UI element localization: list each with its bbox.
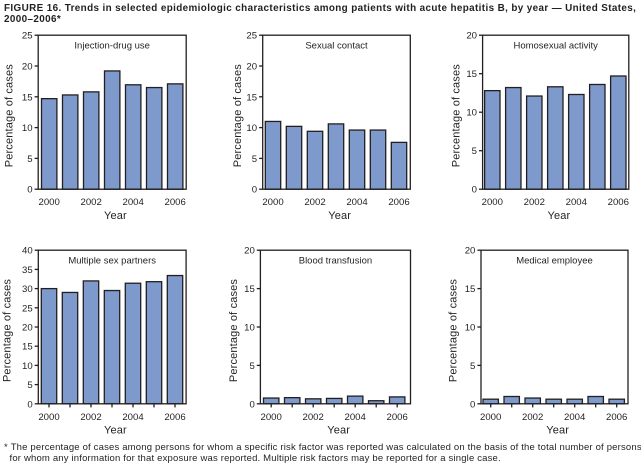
svg-text:2002: 2002 bbox=[303, 412, 324, 423]
svg-text:15: 15 bbox=[466, 69, 477, 80]
svg-text:Year: Year bbox=[104, 425, 127, 437]
svg-text:35: 35 bbox=[22, 265, 33, 276]
svg-text:Percentage of cases: Percentage of cases bbox=[228, 279, 240, 382]
svg-text:25: 25 bbox=[22, 303, 33, 314]
svg-text:10: 10 bbox=[246, 123, 257, 134]
svg-text:20: 20 bbox=[465, 246, 476, 257]
svg-text:0: 0 bbox=[27, 185, 32, 196]
svg-text:2000: 2000 bbox=[262, 197, 283, 208]
svg-text:0: 0 bbox=[470, 399, 475, 410]
svg-text:2006: 2006 bbox=[608, 197, 629, 208]
svg-text:20: 20 bbox=[22, 323, 33, 334]
svg-text:40: 40 bbox=[22, 246, 33, 257]
svg-text:20: 20 bbox=[246, 62, 257, 73]
svg-text:5: 5 bbox=[252, 154, 257, 165]
svg-text:15: 15 bbox=[22, 342, 33, 353]
svg-text:Percentage of cases: Percentage of cases bbox=[1, 279, 13, 382]
svg-text:2002: 2002 bbox=[522, 412, 543, 423]
svg-text:2004: 2004 bbox=[345, 412, 367, 423]
svg-text:10: 10 bbox=[244, 323, 255, 334]
svg-text:2004: 2004 bbox=[564, 412, 586, 423]
svg-text:2000: 2000 bbox=[261, 412, 282, 423]
svg-text:10: 10 bbox=[22, 123, 33, 134]
svg-text:10: 10 bbox=[465, 323, 476, 334]
svg-text:Blood transfusion: Blood transfusion bbox=[299, 256, 372, 267]
svg-text:25: 25 bbox=[246, 31, 257, 42]
svg-text:2006: 2006 bbox=[387, 412, 408, 423]
svg-text:2006: 2006 bbox=[165, 197, 186, 208]
svg-text:2002: 2002 bbox=[80, 412, 101, 423]
svg-text:2002: 2002 bbox=[524, 197, 545, 208]
svg-text:10: 10 bbox=[22, 361, 33, 372]
svg-text:Multiple sex partners: Multiple sex partners bbox=[68, 256, 156, 267]
svg-text:Year: Year bbox=[546, 425, 569, 437]
svg-text:0: 0 bbox=[249, 399, 254, 410]
svg-text:15: 15 bbox=[465, 284, 476, 295]
svg-text:Medical employee: Medical employee bbox=[516, 256, 593, 267]
svg-text:15: 15 bbox=[246, 92, 257, 103]
svg-text:Percentage of cases: Percentage of cases bbox=[448, 279, 460, 382]
svg-text:0: 0 bbox=[27, 399, 32, 410]
svg-text:2006: 2006 bbox=[164, 412, 185, 423]
svg-text:15: 15 bbox=[244, 284, 255, 295]
svg-text:2006: 2006 bbox=[606, 412, 627, 423]
svg-text:2004: 2004 bbox=[123, 197, 145, 208]
svg-text:5: 5 bbox=[472, 146, 477, 157]
svg-text:Homosexual activity: Homosexual activity bbox=[513, 41, 598, 52]
svg-text:Year: Year bbox=[328, 210, 351, 222]
svg-text:0: 0 bbox=[252, 185, 257, 196]
svg-text:Year: Year bbox=[104, 210, 127, 222]
svg-text:Injection-drug use: Injection-drug use bbox=[74, 41, 150, 52]
svg-text:2000: 2000 bbox=[38, 412, 59, 423]
svg-text:5: 5 bbox=[470, 361, 475, 372]
svg-text:Sexual contact: Sexual contact bbox=[305, 41, 368, 52]
svg-text:2004: 2004 bbox=[346, 197, 368, 208]
svg-text:20: 20 bbox=[22, 62, 33, 73]
svg-text:2004: 2004 bbox=[566, 197, 588, 208]
svg-text:20: 20 bbox=[466, 31, 477, 42]
svg-text:0: 0 bbox=[472, 185, 477, 196]
svg-text:2006: 2006 bbox=[388, 197, 409, 208]
svg-text:Percentage of cases: Percentage of cases bbox=[232, 64, 244, 167]
svg-text:Year: Year bbox=[327, 425, 350, 437]
svg-text:25: 25 bbox=[22, 31, 33, 42]
svg-text:5: 5 bbox=[27, 380, 32, 391]
svg-text:Percentage of cases: Percentage of cases bbox=[3, 64, 15, 167]
svg-text:5: 5 bbox=[249, 361, 254, 372]
svg-text:2000: 2000 bbox=[482, 197, 503, 208]
svg-text:20: 20 bbox=[244, 246, 255, 257]
svg-text:10: 10 bbox=[466, 108, 477, 119]
svg-text:30: 30 bbox=[22, 284, 33, 295]
svg-text:Year: Year bbox=[547, 210, 570, 222]
svg-text:5: 5 bbox=[27, 154, 32, 165]
svg-text:2000: 2000 bbox=[39, 197, 60, 208]
svg-text:2004: 2004 bbox=[122, 412, 144, 423]
svg-text:Percentage of cases: Percentage of cases bbox=[451, 64, 463, 167]
svg-text:15: 15 bbox=[22, 92, 33, 103]
svg-text:2000: 2000 bbox=[480, 412, 501, 423]
svg-text:2002: 2002 bbox=[304, 197, 325, 208]
svg-text:2002: 2002 bbox=[81, 197, 102, 208]
